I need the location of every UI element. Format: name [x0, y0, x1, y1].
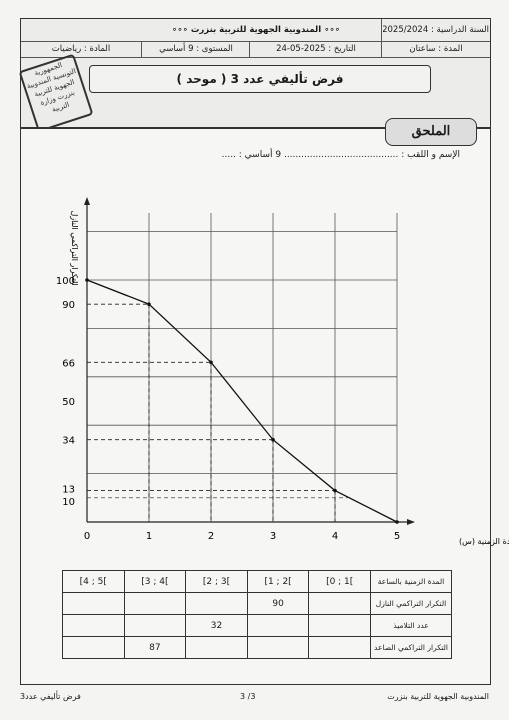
table-row-label: التكرار التراكمي الصاعد — [370, 636, 452, 659]
table-row: 90 التكرار التراكمي النازل — [62, 592, 452, 615]
table-cell — [246, 614, 310, 637]
data-point — [271, 437, 275, 442]
table-cell: [3 ; 4[ — [123, 570, 187, 593]
x-axis-label: المدة الزمنية (س) — [459, 537, 509, 546]
series-line — [86, 279, 398, 523]
x-tick-label: 3 — [270, 531, 276, 542]
y-axis-arrow — [84, 197, 90, 205]
chart-axes — [84, 197, 415, 525]
data-point — [333, 488, 337, 493]
footer-exam-title: فرض تأليفي عدد3 — [20, 692, 81, 701]
table-cell: [1 ; 2[ — [246, 570, 310, 593]
ministry-label: ∘∘∘ المندوبية الجهوية للتربية بنزرت ∘∘∘ — [171, 25, 341, 35]
table-cell — [62, 636, 125, 659]
annex-tab: الملحق — [385, 118, 477, 146]
table-cell: 32 — [185, 614, 248, 637]
x-axis-arrow — [407, 519, 415, 525]
page-footer: فرض تأليفي عدد3 3 /3 المندوبية الجهوية ل… — [20, 688, 489, 708]
header-row-info: المادة : رياضيات المستوى : 9 أساسي التار… — [21, 41, 490, 58]
data-point — [209, 360, 213, 365]
table-row-label: المدة الزمنية بالساعة — [370, 570, 452, 593]
level-label: المستوى : 9 أساسي — [159, 44, 233, 54]
exam-title: فرض تأليفي عدد 3 ( موحد ) — [176, 72, 344, 86]
name-line: الإسم و اللقب : ........................… — [221, 150, 460, 160]
exam-title-box: فرض تأليفي عدد 3 ( موحد ) — [89, 65, 431, 93]
exam-header: ∘∘∘ المندوبية الجهوية للتربية بنزرت ∘∘∘ … — [18, 18, 491, 133]
table-cell: [0 ; 1[ — [308, 570, 371, 593]
footer-institution: المندوبية الجهوية للتربية بنزرت — [387, 692, 489, 701]
table-cell: 90 — [246, 592, 310, 615]
frequency-table: [4 ; 5[[3 ; 4[[2 ; 3[[1 ; 2[[0 ; 1[المدة… — [62, 570, 452, 659]
x-tick-label: 4 — [332, 531, 338, 542]
table-cell — [185, 636, 248, 659]
table-cell — [308, 614, 371, 637]
duration-label: المدة : ساعتان — [409, 44, 463, 54]
data-point — [395, 520, 399, 524]
table-header-row: [4 ; 5[[3 ; 4[[2 ; 3[[1 ; 2[[0 ; 1[المدة… — [62, 570, 452, 593]
table-cell — [308, 592, 371, 615]
x-tick-label: 0 — [84, 531, 90, 542]
table-row-label: عدد التلاميذ — [370, 614, 452, 637]
table-cell — [123, 614, 187, 637]
date-label: التاريخ : 2025-05-24 — [276, 44, 356, 54]
data-point — [85, 278, 89, 282]
chart-guides — [87, 303, 348, 522]
table-cell: 87 — [123, 636, 187, 659]
x-tick-label: 5 — [394, 531, 400, 542]
table-row: 32 عدد التلاميذ — [62, 614, 452, 637]
x-tick-label: 2 — [208, 531, 214, 542]
y-tick-label: 10 — [62, 497, 75, 508]
y-tick-label: 90 — [62, 300, 75, 311]
table-cell — [123, 592, 187, 615]
chart-labels: 012345101334506690100المدة الزمنية (س)ال… — [56, 210, 509, 546]
y-tick-label: 66 — [62, 358, 75, 369]
y-tick-label: 50 — [62, 397, 75, 408]
table-cell — [246, 636, 310, 659]
table-row: 87 التكرار التراكمي الصاعد — [62, 636, 452, 659]
chart-grid — [87, 213, 398, 522]
school-year: السنة الدراسية : 2025/2024 — [383, 25, 489, 35]
table-cell — [62, 614, 125, 637]
header-row-top: ∘∘∘ المندوبية الجهوية للتربية بنزرت ∘∘∘ … — [21, 19, 490, 42]
footer-page-number: 3 /3 — [240, 692, 256, 701]
y-tick-label: 13 — [62, 485, 75, 496]
table-cell: [2 ; 3[ — [185, 570, 248, 593]
table-cell: [4 ; 5[ — [62, 570, 125, 593]
subject-label: المادة : رياضيات — [51, 44, 111, 54]
y-tick-label: 34 — [62, 436, 75, 447]
table-cell — [62, 592, 125, 615]
table-cell — [308, 636, 371, 659]
table-cell — [185, 592, 248, 615]
x-tick-label: 1 — [146, 531, 152, 542]
y-tick-label: 100 — [56, 276, 75, 287]
y-axis-label: التكرار التراكمي النازل — [70, 210, 79, 285]
table-row-label: التكرار التراكمي النازل — [370, 592, 452, 615]
chart-series — [85, 278, 399, 524]
data-point — [147, 302, 151, 307]
